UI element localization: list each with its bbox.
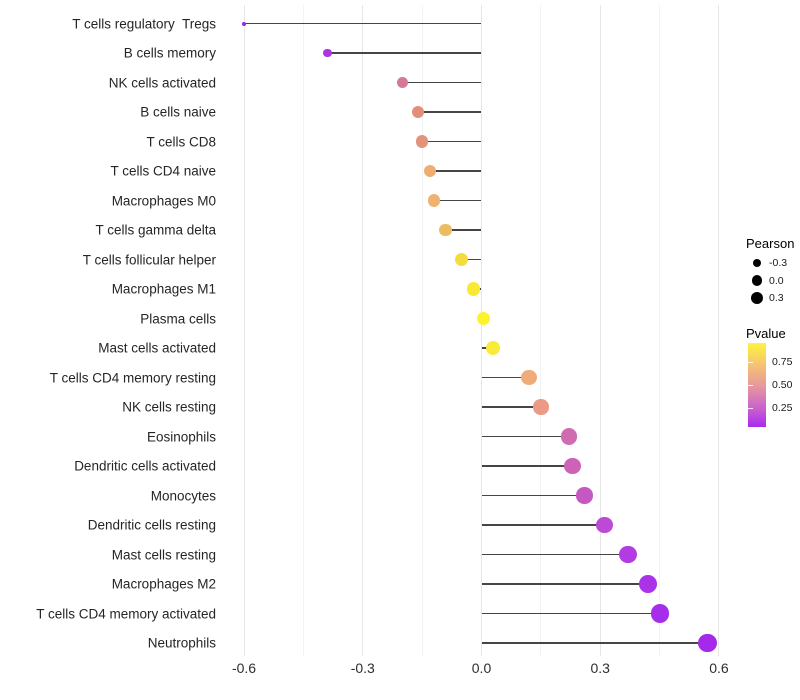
gridline-major bbox=[718, 5, 720, 656]
lollipop-stem bbox=[481, 465, 573, 467]
y-axis-label: T cells CD4 memory activated bbox=[36, 606, 216, 621]
lollipop-dot bbox=[396, 76, 409, 89]
lollipop-dot bbox=[576, 487, 593, 504]
lollipop-dot bbox=[697, 633, 717, 653]
lollipop-dot bbox=[564, 457, 581, 475]
lollipop-stem bbox=[244, 22, 482, 25]
lollipop-stem bbox=[327, 52, 482, 54]
legend-size-dot bbox=[751, 292, 763, 304]
y-axis-label: Mast cells resting bbox=[111, 547, 216, 562]
y-axis-label: T cells CD4 memory resting bbox=[49, 370, 216, 385]
colorbar-tick bbox=[748, 362, 753, 364]
lollipop-dot bbox=[619, 545, 637, 564]
y-axis-label: Eosinophils bbox=[146, 429, 216, 444]
colorbar-tick-label: 0.50 bbox=[772, 379, 793, 391]
lollipop-dot bbox=[595, 516, 613, 534]
x-tick-label: 0.0 bbox=[471, 660, 492, 676]
lollipop-stem bbox=[481, 583, 648, 585]
colorbar-tick bbox=[748, 407, 753, 409]
x-tick-label: -0.3 bbox=[350, 660, 375, 676]
pearson-legend-title: Pearson bbox=[746, 236, 795, 251]
x-tick-label: 0.3 bbox=[590, 660, 610, 676]
lollipop-dot bbox=[560, 428, 577, 445]
lollipop-dot bbox=[533, 399, 549, 415]
y-axis-label: Monocytes bbox=[150, 488, 216, 503]
lollipop-dot bbox=[638, 575, 657, 593]
lollipop-stem bbox=[481, 376, 529, 379]
gridline-major bbox=[362, 5, 364, 656]
lollipop-stem bbox=[481, 553, 628, 556]
lollipop-dot bbox=[322, 48, 332, 58]
y-axis-label: Dendritic cells resting bbox=[87, 517, 216, 533]
pvalue-colorbar bbox=[748, 343, 766, 427]
pvalue-legend-title: Pvalue bbox=[746, 326, 786, 341]
y-axis-label: Dendritic cells activated bbox=[74, 458, 216, 474]
lollipop-stem bbox=[434, 199, 482, 202]
lollipop-stem bbox=[481, 406, 541, 408]
lollipop-stem bbox=[481, 494, 585, 497]
x-tick-label: -0.6 bbox=[231, 660, 257, 676]
gridline-minor bbox=[540, 5, 542, 656]
gridline-minor bbox=[659, 5, 661, 656]
legend-size-dot bbox=[751, 275, 763, 286]
lollipop-stem bbox=[481, 435, 569, 438]
y-axis-label: Neutrophils bbox=[147, 635, 216, 651]
lollipop-stem bbox=[481, 612, 660, 615]
y-axis-label: Macrophages M1 bbox=[111, 281, 216, 297]
gridline-major bbox=[481, 5, 482, 656]
y-axis-label: Mast cells activated bbox=[98, 340, 216, 356]
lollipop-dot bbox=[455, 252, 469, 267]
y-axis-label: T cells CD4 naive bbox=[110, 163, 216, 179]
lollipop-dot bbox=[521, 369, 537, 386]
y-axis-label: Plasma cells bbox=[140, 311, 216, 326]
x-axis: -0.6 -0.3 0.0 0.3 0.6 bbox=[222, 660, 745, 680]
y-axis-label: B cells memory bbox=[123, 45, 216, 61]
lollipop-stem bbox=[445, 229, 482, 231]
legend-size-label: 0.3 bbox=[769, 292, 784, 304]
y-axis-label: T cells gamma delta bbox=[95, 222, 216, 238]
lollipop-stem bbox=[418, 111, 482, 113]
gridline-major bbox=[243, 5, 245, 656]
gridline-minor bbox=[421, 5, 423, 656]
pearson-size-legend: Pearson -0.3 0.0 0.3 bbox=[746, 236, 800, 311]
pvalue-color-legend: Pvalue 0.75 0.50 0.25 bbox=[746, 326, 800, 441]
legend-size-dot bbox=[752, 258, 762, 268]
lollipop-stem bbox=[402, 81, 482, 84]
lollipop-dot bbox=[486, 340, 501, 356]
lollipop-dot bbox=[466, 282, 481, 296]
x-tick-label: 0.6 bbox=[709, 660, 729, 676]
y-axis-label: Macrophages M2 bbox=[111, 576, 216, 592]
y-axis-label: Macrophages M0 bbox=[111, 193, 216, 208]
lollipop-dot bbox=[412, 105, 425, 119]
lollipop-stem bbox=[481, 524, 605, 526]
lollipop-dot bbox=[242, 21, 247, 26]
y-axis-label: B cells naive bbox=[140, 104, 216, 120]
lollipop-dot bbox=[476, 311, 491, 326]
y-axis-label: NK cells resting bbox=[122, 399, 216, 415]
y-axis: T cells regulatory Tregs B cells memory NK… bbox=[0, 5, 216, 656]
legend-size-label: -0.3 bbox=[769, 257, 788, 269]
plot-panel bbox=[222, 5, 745, 656]
lollipop-stem bbox=[422, 140, 482, 143]
lollipop-dot bbox=[416, 135, 429, 148]
lollipop-dot bbox=[650, 604, 669, 623]
lollipop-dot bbox=[439, 223, 453, 237]
lollipop-stem bbox=[481, 642, 708, 644]
lollipop-stem bbox=[461, 258, 482, 261]
lollipop-dot bbox=[423, 164, 437, 178]
y-axis-label: T cells regulatory Tregs bbox=[72, 16, 216, 31]
lollipop-dot bbox=[427, 194, 441, 207]
gridline-minor bbox=[302, 5, 304, 656]
colorbar-tick-label: 0.25 bbox=[772, 401, 793, 414]
y-axis-label: T cells follicular helper bbox=[82, 252, 216, 267]
lollipop-stem bbox=[430, 170, 482, 172]
gridline-major bbox=[599, 5, 601, 656]
legend-size-label: 0.0 bbox=[769, 274, 784, 287]
y-axis-label: NK cells activated bbox=[108, 75, 216, 90]
colorbar-tick bbox=[748, 385, 753, 386]
colorbar-tick-label: 0.75 bbox=[772, 356, 793, 369]
y-axis-label: T cells CD8 bbox=[146, 134, 216, 149]
